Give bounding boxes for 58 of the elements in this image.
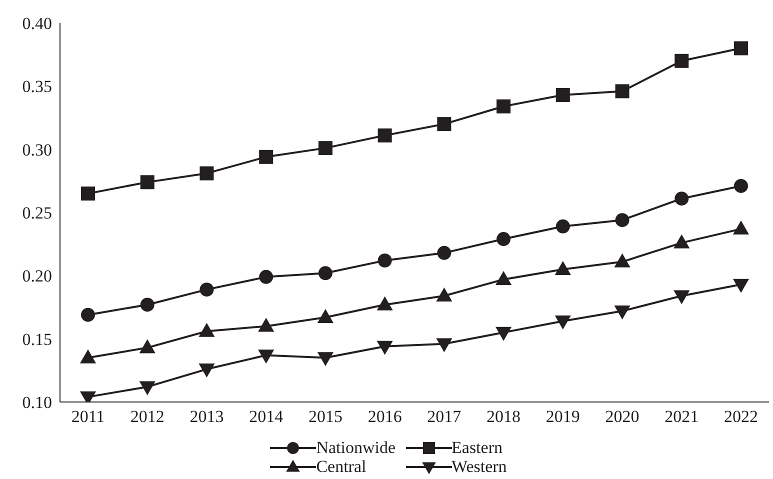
point bbox=[615, 84, 630, 98]
point bbox=[556, 219, 570, 234]
point bbox=[139, 381, 156, 396]
point bbox=[674, 290, 690, 304]
x-tick-label: 2011 bbox=[71, 407, 105, 426]
x-tick-label: 2016 bbox=[368, 407, 402, 426]
point bbox=[495, 326, 512, 341]
x-tick-label: 2022 bbox=[724, 407, 758, 426]
x-tick-label: 2012 bbox=[130, 407, 164, 426]
point bbox=[200, 166, 214, 180]
point bbox=[734, 41, 748, 56]
x-tick-label: 2019 bbox=[546, 407, 580, 426]
point bbox=[259, 270, 274, 284]
point bbox=[674, 192, 689, 206]
y-tick-label: 0.35 bbox=[22, 77, 52, 96]
point bbox=[140, 298, 154, 312]
legend-label: Nationwide bbox=[316, 438, 396, 457]
legend-label: Central bbox=[316, 457, 366, 476]
legend-label: Eastern bbox=[452, 438, 502, 457]
y-tick-label: 0.30 bbox=[22, 140, 52, 160]
point bbox=[554, 316, 571, 330]
y-tick-label: 0.20 bbox=[22, 266, 52, 286]
x-tick-label: 2021 bbox=[664, 407, 699, 426]
x-tick-label: 2017 bbox=[427, 407, 462, 426]
point bbox=[437, 117, 452, 132]
y-tick-label: 0.15 bbox=[22, 330, 52, 349]
point bbox=[436, 338, 452, 352]
point bbox=[437, 246, 452, 260]
y-tick-label: 0.10 bbox=[22, 393, 52, 412]
point bbox=[198, 364, 215, 378]
point bbox=[318, 266, 332, 280]
point bbox=[378, 128, 392, 142]
point bbox=[81, 308, 95, 322]
point bbox=[734, 178, 748, 193]
point bbox=[317, 352, 334, 366]
x-tick-label: 2018 bbox=[486, 407, 521, 426]
point bbox=[556, 88, 570, 102]
point bbox=[496, 99, 511, 114]
legend-label: Western bbox=[452, 457, 507, 476]
y-tick-label: 0.25 bbox=[22, 204, 52, 223]
y-tick-label: 0.40 bbox=[22, 14, 52, 34]
point bbox=[674, 54, 689, 68]
point bbox=[258, 350, 274, 364]
point bbox=[615, 213, 630, 228]
x-tick-label: 2013 bbox=[190, 407, 224, 426]
point bbox=[376, 340, 393, 355]
point bbox=[140, 175, 154, 190]
point bbox=[614, 305, 630, 320]
point bbox=[200, 282, 214, 297]
x-tick-label: 2020 bbox=[605, 407, 640, 426]
point bbox=[496, 232, 511, 246]
point bbox=[81, 186, 95, 201]
point bbox=[732, 278, 750, 293]
x-tick-label: 2015 bbox=[308, 407, 342, 426]
x-tick-label: 2014 bbox=[249, 407, 284, 426]
point bbox=[318, 141, 332, 156]
point bbox=[259, 150, 274, 164]
point bbox=[378, 254, 392, 268]
